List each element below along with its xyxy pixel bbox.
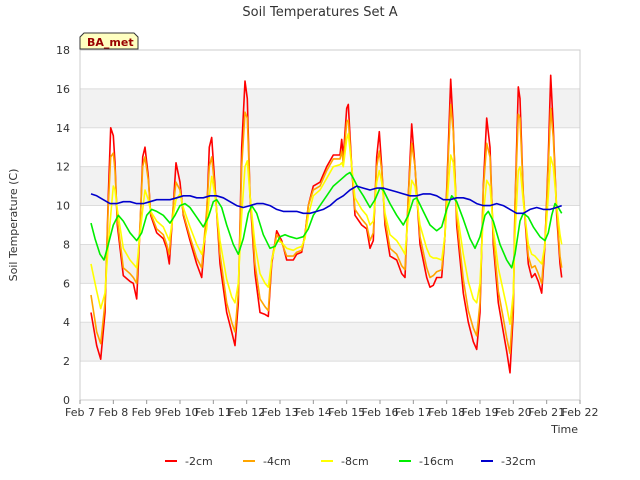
x-tick-label: Feb 21 <box>528 406 565 419</box>
y-tick-label: 18 <box>56 44 70 57</box>
x-tick-label: Feb 9 <box>132 406 162 419</box>
y-axis-label: Soil Temperature (C) <box>7 169 20 282</box>
legend-label: -4cm <box>263 455 291 468</box>
y-tick-label: 0 <box>63 394 70 407</box>
background-bands <box>80 50 580 401</box>
series-line-2cm <box>90 74 563 374</box>
series-line-4cm <box>90 103 563 355</box>
x-tick-label: Feb 12 <box>228 406 265 419</box>
y-axis-ticks: 0 2 4 6 8 10 12 14 16 18 <box>56 44 70 407</box>
legend-label: -2cm <box>185 455 213 468</box>
x-tick-label: Feb 11 <box>195 406 232 419</box>
y-tick-label: 4 <box>63 316 70 329</box>
y-tick-label: 8 <box>63 238 70 251</box>
x-tick-label: Feb 7 <box>65 406 95 419</box>
x-tick-label: Feb 13 <box>262 406 299 419</box>
x-tick-label: Feb 17 <box>395 406 432 419</box>
chart-title: Soil Temperatures Set A <box>242 5 397 20</box>
legend-label: -8cm <box>341 455 369 468</box>
x-axis-label: Time <box>550 423 578 436</box>
source-badge: BA_met <box>79 32 139 50</box>
y-tick-label: 10 <box>56 200 70 213</box>
badge-label: BA_met <box>87 36 134 49</box>
series-lines <box>90 74 563 374</box>
series-line-32cm <box>90 185 562 215</box>
series-line-8cm <box>90 132 563 325</box>
x-tick-label: Feb 15 <box>328 406 365 419</box>
x-tick-label: Feb 20 <box>495 406 532 419</box>
y-tick-label: 14 <box>56 122 70 135</box>
legend: -2cm -4cm -8cm -16cm -32cm <box>165 455 536 468</box>
x-tick-label: Feb 16 <box>362 406 399 419</box>
grid-band <box>80 361 580 400</box>
legend-label: -16cm <box>419 455 454 468</box>
plot-frame <box>79 49 581 401</box>
grid-band <box>80 283 580 323</box>
x-tick-label: Feb 18 <box>428 406 465 419</box>
x-tick-label: Feb 14 <box>295 406 332 419</box>
y-tick-label: 6 <box>63 277 70 290</box>
grid-band <box>80 50 580 89</box>
y-tick-label: 16 <box>56 83 70 96</box>
grid-band <box>80 322 580 362</box>
y-tick-label: 12 <box>56 161 70 174</box>
series-line-16cm <box>90 171 563 269</box>
x-tick-label: Feb 8 <box>98 406 128 419</box>
grid-band <box>80 244 580 284</box>
badge-box <box>79 32 139 50</box>
legend-label: -32cm <box>501 455 536 468</box>
y-tick-label: 2 <box>63 355 70 368</box>
grid-band <box>80 88 580 128</box>
x-tick-label: Feb 19 <box>462 406 499 419</box>
x-tick-label: Feb 10 <box>162 406 199 419</box>
x-tick-label: Feb 22 <box>562 406 599 419</box>
